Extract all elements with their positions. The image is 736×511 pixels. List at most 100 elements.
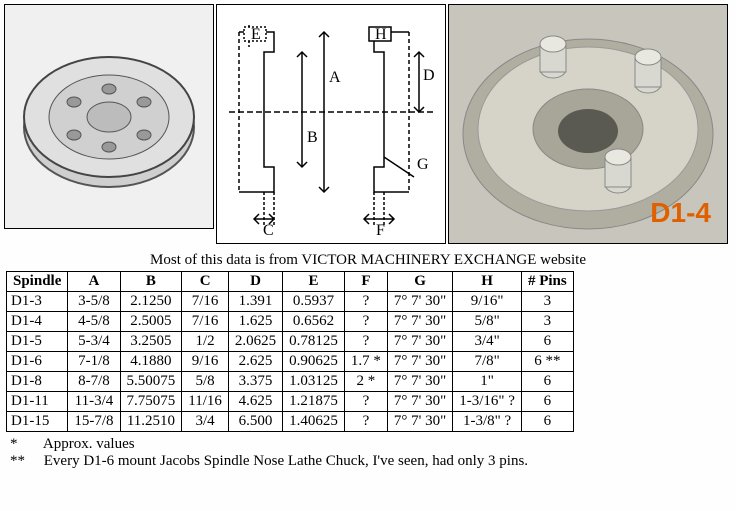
table-cell: 7° 7' 30" [387, 312, 452, 332]
table-cell: 7° 7' 30" [387, 332, 452, 352]
table-cell: 3 [521, 292, 573, 312]
table-cell: 7/16 [182, 292, 229, 312]
table-cell: 7° 7' 30" [387, 352, 452, 372]
table-cell: D1-8 [7, 372, 68, 392]
table-cell: 7-1/8 [68, 352, 120, 372]
table-cell: 6 [521, 372, 573, 392]
diagram-icon: E H A B D C F G [219, 7, 444, 242]
table-row: D1-55-3/43.25051/22.06250.78125?7° 7' 30… [7, 332, 574, 352]
table-cell: 4-5/8 [68, 312, 120, 332]
footnotes: * Approx. values** Every D1-6 mount Jaco… [10, 436, 732, 470]
chuck-icon [14, 17, 204, 217]
image-technical-diagram: E H A B D C F G [216, 4, 446, 244]
table-cell: 1/2 [182, 332, 229, 352]
table-cell: 1.21875 [283, 392, 345, 412]
images-row: E H A B D C F G [4, 4, 732, 244]
table-cell: D1-11 [7, 392, 68, 412]
table-cell: 0.5937 [283, 292, 345, 312]
table-row: D1-44-5/82.50057/161.6250.6562?7° 7' 30"… [7, 312, 574, 332]
table-cell: 7° 7' 30" [387, 372, 452, 392]
table-cell: 1-3/16" ? [453, 392, 522, 412]
svg-text:F: F [376, 222, 385, 239]
table-cell: 15-7/8 [68, 412, 120, 432]
table-cell: 1.40625 [283, 412, 345, 432]
table-cell: 2 * [344, 372, 387, 392]
table-cell: D1-6 [7, 352, 68, 372]
column-header: B [120, 272, 182, 292]
table-cell: 2.1250 [120, 292, 182, 312]
table-cell: 3.375 [228, 372, 282, 392]
table-cell: 1.391 [228, 292, 282, 312]
table-cell: ? [344, 312, 387, 332]
table-cell: 4.1880 [120, 352, 182, 372]
svg-text:B: B [307, 129, 318, 146]
table-cell: 8-7/8 [68, 372, 120, 392]
table-cell: 9/16 [182, 352, 229, 372]
svg-text:G: G [417, 156, 429, 173]
column-header: # Pins [521, 272, 573, 292]
table-cell: 4.625 [228, 392, 282, 412]
svg-text:H: H [375, 26, 387, 43]
table-cell: 3 [521, 312, 573, 332]
table-cell: 6 [521, 412, 573, 432]
table-row: D1-33-5/82.12507/161.3910.5937?7° 7' 30"… [7, 292, 574, 312]
caption-text: Most of this data is from VICTOR MACHINE… [4, 252, 732, 269]
table-cell: 2.625 [228, 352, 282, 372]
table-cell: 0.90625 [283, 352, 345, 372]
table-cell: 3/4 [182, 412, 229, 432]
table-cell: 3.2505 [120, 332, 182, 352]
table-row: D1-88-7/85.500755/83.3751.031252 *7° 7' … [7, 372, 574, 392]
table-cell: 1-3/8" ? [453, 412, 522, 432]
svg-text:E: E [251, 26, 261, 43]
table-cell: 6.500 [228, 412, 282, 432]
table-cell: 6 ** [521, 352, 573, 372]
image-chuck-photo: D1-4 [448, 4, 728, 244]
table-cell: 1.03125 [283, 372, 345, 392]
svg-text:A: A [329, 69, 341, 86]
table-cell: ? [344, 332, 387, 352]
image-chuck-drawing [4, 4, 214, 229]
table-cell: ? [344, 292, 387, 312]
table-cell: 5.50075 [120, 372, 182, 392]
column-header: E [283, 272, 345, 292]
column-header: H [453, 272, 522, 292]
table-cell: 1.7 * [344, 352, 387, 372]
table-cell: 11.2510 [120, 412, 182, 432]
table-cell: 7° 7' 30" [387, 412, 452, 432]
table-cell: D1-4 [7, 312, 68, 332]
table-cell: 7.75075 [120, 392, 182, 412]
footnote: ** Every D1-6 mount Jacobs Spindle Nose … [10, 453, 732, 470]
table-cell: 11-3/4 [68, 392, 120, 412]
table-cell: 6 [521, 392, 573, 412]
table-cell: 0.6562 [283, 312, 345, 332]
table-cell: 6 [521, 332, 573, 352]
table-cell: 7/16 [182, 312, 229, 332]
table-cell: 5/8" [453, 312, 522, 332]
column-header: C [182, 272, 229, 292]
column-header: G [387, 272, 452, 292]
svg-text:D: D [423, 67, 435, 84]
table-cell: 7/8" [453, 352, 522, 372]
table-cell: ? [344, 392, 387, 412]
table-cell: 2.0625 [228, 332, 282, 352]
column-header: Spindle [7, 272, 68, 292]
table-cell: ? [344, 412, 387, 432]
table-cell: 9/16" [453, 292, 522, 312]
table-cell: 0.78125 [283, 332, 345, 352]
column-header: D [228, 272, 282, 292]
column-header: A [68, 272, 120, 292]
table-cell: 7° 7' 30" [387, 392, 452, 412]
table-row: D1-1111-3/47.7507511/164.6251.21875?7° 7… [7, 392, 574, 412]
table-cell: 1.625 [228, 312, 282, 332]
table-cell: D1-5 [7, 332, 68, 352]
photo-label-d14: D1-4 [650, 197, 711, 229]
table-cell: 5-3/4 [68, 332, 120, 352]
table-cell: D1-15 [7, 412, 68, 432]
svg-text:C: C [263, 222, 274, 239]
table-cell: 5/8 [182, 372, 229, 392]
table-cell: D1-3 [7, 292, 68, 312]
table-cell: 7° 7' 30" [387, 292, 452, 312]
table-cell: 1" [453, 372, 522, 392]
table-cell: 3/4" [453, 332, 522, 352]
column-header: F [344, 272, 387, 292]
